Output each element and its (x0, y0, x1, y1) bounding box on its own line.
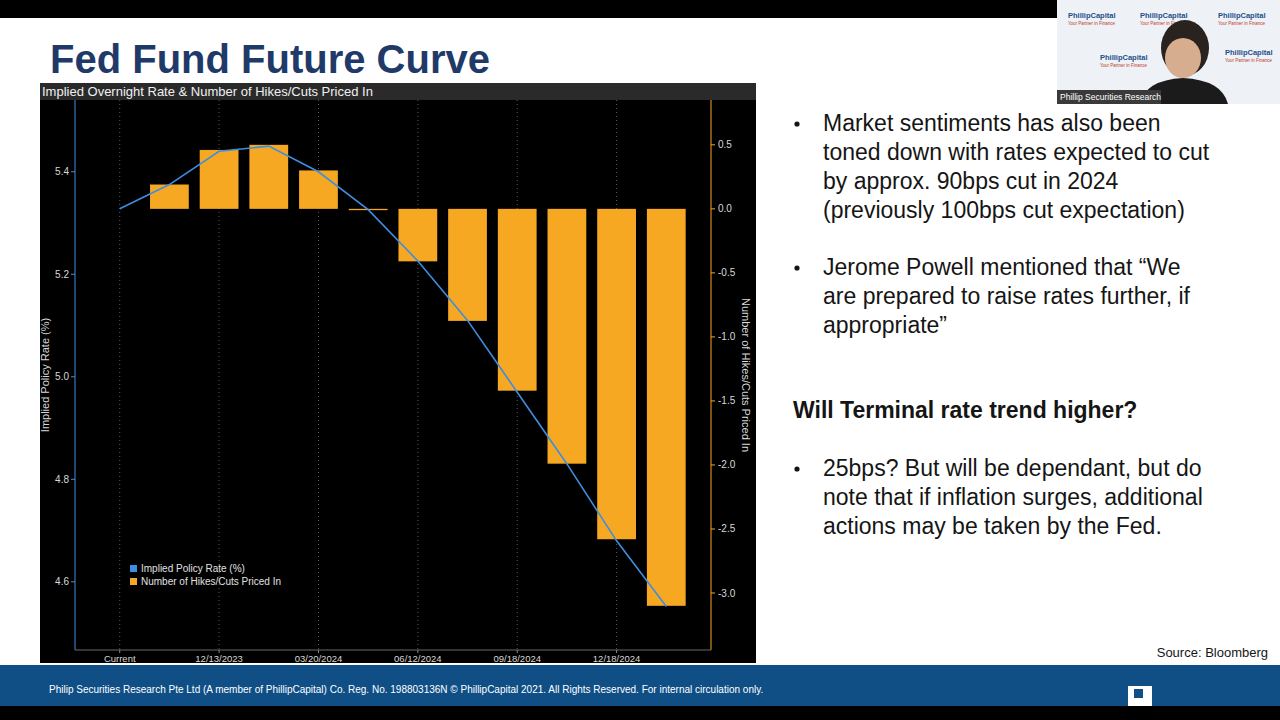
text-line: actions may be taken by the Fed. (823, 513, 1162, 539)
logo-tagline: Your Partner in Finance (1218, 21, 1266, 26)
legend-swatch (130, 578, 137, 585)
bullet (794, 466, 799, 471)
y-tick-label: 4.6 (55, 576, 69, 587)
y2-tick-label: -2.5 (718, 523, 736, 534)
text-line: Will Terminal rate trend higher? (793, 397, 1137, 423)
y-tick (71, 581, 75, 582)
y-tick-label: 5.2 (55, 269, 69, 280)
text-line: 25bps? But will be dependant, but do (823, 455, 1202, 481)
y2-tick-label: 0.5 (718, 139, 732, 150)
footer-band (0, 665, 1280, 706)
logo-name: PhillipCapital (1100, 53, 1148, 62)
y2-tick-label: 0.0 (718, 203, 732, 214)
logo-name: PhillipCapital (1068, 11, 1116, 20)
slide-background (0, 0, 1280, 720)
webcam-label: Phillip Securities Research (1060, 92, 1161, 102)
bar (150, 185, 189, 209)
webcam (1057, 0, 1280, 104)
y-tick (71, 274, 75, 275)
chart-header (40, 83, 756, 100)
text-line: note that if inflation surges, additiona… (823, 484, 1203, 510)
legend-label: Implied Policy Rate (%) (141, 563, 245, 574)
logo-name: PhillipCapital (1225, 48, 1273, 57)
bar (249, 145, 288, 209)
slide-title: Fed Fund Future Curve (50, 37, 490, 81)
legend-swatch (130, 565, 137, 572)
logo-name: PhillipCapital (1218, 11, 1266, 20)
x-tick-label: 03/20/2024 (295, 653, 343, 664)
y2-tick (711, 336, 715, 337)
x-tick-label: 09/18/2024 (493, 653, 541, 664)
bullet-text: Market sentiments has also been toned dow… (823, 110, 1210, 223)
y-tick-label: 4.8 (55, 474, 69, 485)
slide: Fed Fund Future Curve Implied Overnight R… (0, 0, 1280, 720)
footer-logo (1128, 686, 1152, 706)
x-tick-label: 06/12/2024 (394, 653, 442, 664)
chart-panel (40, 83, 756, 663)
y-tick-label: 5.4 (55, 166, 69, 177)
y2-tick (711, 400, 715, 401)
y2-tick (711, 208, 715, 209)
x-axis (75, 650, 711, 651)
y2-tick (711, 272, 715, 273)
y-tick (71, 171, 75, 172)
bar (597, 209, 636, 539)
logo-tagline: Your Partner in Finance (1225, 58, 1273, 63)
grid-line (119, 100, 120, 650)
presenter-face (1165, 38, 1201, 78)
y2-tick-label: -1.0 (718, 331, 736, 342)
logo-tagline: Your Partner in Finance (1068, 21, 1116, 26)
text-line: by approx. 90bps cut in 2024 (823, 168, 1119, 194)
text-line: Market sentiments has also been (823, 110, 1161, 136)
text-line: are prepared to raise rates further, if (823, 283, 1191, 309)
source-note: Source: Bloomberg (1157, 645, 1268, 660)
y2-tick (711, 528, 715, 529)
section-heading: Will Terminal rate trend higher? (793, 397, 1137, 423)
text-line: (previously 100bps cut expectation) (823, 197, 1185, 223)
y2-tick (711, 464, 715, 465)
text-line: appropriate” (823, 312, 947, 338)
logo-name: PhillipCapital (1140, 11, 1188, 20)
left-axis (75, 100, 76, 650)
bullet-text: Jerome Powell mentioned that “We are prep… (823, 254, 1191, 338)
bar (200, 150, 239, 209)
footer-logo-mark (1134, 689, 1143, 698)
y-tick-label: 5.0 (55, 371, 69, 382)
y2-tick (711, 144, 715, 145)
chart-title: Implied Overnight Rate & Number of Hikes… (42, 84, 373, 99)
x-tick-label: Current (104, 653, 136, 664)
y2-axis-title: Number of Hikes/Cuts Priced In (740, 298, 752, 452)
bullet (794, 121, 799, 126)
bar (398, 209, 437, 262)
y2-tick-label: -3.0 (718, 588, 736, 599)
rate-line (120, 146, 667, 606)
y2-tick-label: -0.5 (718, 267, 736, 278)
bar (498, 209, 537, 391)
bar (299, 170, 338, 208)
text-line: toned down with rates expected to cut (823, 139, 1210, 165)
legend-label: Number of Hikes/Cuts Priced In (141, 576, 281, 587)
x-tick-label: 12/18/2024 (593, 653, 641, 664)
plot-marks (75, 145, 711, 607)
y2-tick (711, 593, 715, 594)
y-tick (71, 479, 75, 480)
x-tick-label: 12/13/2023 (195, 653, 243, 664)
grid-line (417, 100, 418, 650)
right-axis (711, 100, 712, 650)
bar (548, 209, 587, 464)
y-tick (71, 376, 75, 377)
y2-tick-label: -1.5 (718, 395, 736, 406)
bullet-text: 25bps? But will be dependant, but do note… (823, 455, 1203, 539)
y-axis-title: Implied Policy Rate (%) (39, 318, 51, 432)
y2-tick-label: -2.0 (718, 459, 736, 470)
footer-text: Philip Securities Research Pte Ltd (A me… (49, 684, 763, 695)
webcam-label-bg (1057, 90, 1161, 104)
logo-tagline: Your Partner in Finance (1100, 63, 1148, 68)
bottom-strip (0, 706, 1280, 720)
text-line: Jerome Powell mentioned that “We (823, 254, 1181, 280)
bar (647, 209, 686, 606)
bullet (794, 265, 799, 270)
bar-baseline (75, 208, 711, 209)
